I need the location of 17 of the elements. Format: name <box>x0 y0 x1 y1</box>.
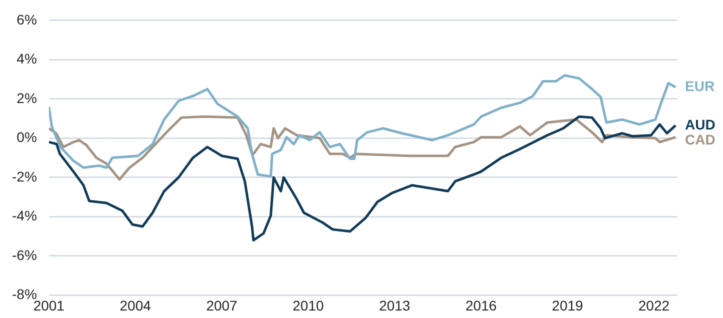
x-tick-label: 2007 <box>206 297 238 314</box>
series-label: AUD <box>685 116 716 132</box>
x-tick-label: 2022 <box>638 297 670 314</box>
series-label: CAD <box>685 131 716 148</box>
x-tick-label: 2010 <box>292 297 324 314</box>
x-tick-label: 2004 <box>120 297 152 314</box>
x-tick-label: 2019 <box>552 297 584 314</box>
y-tick-label: -2% <box>12 168 37 184</box>
y-tick-label: 2% <box>16 90 37 106</box>
y-tick-label: 4% <box>16 50 37 67</box>
y-tick-label: 0% <box>16 129 37 146</box>
y-tick-label: 6% <box>16 11 37 28</box>
y-tick-label: -4% <box>12 208 37 224</box>
x-tick-label: 2016 <box>466 297 497 314</box>
y-tick-label: -6% <box>12 246 37 263</box>
series-label: EUR <box>685 78 715 94</box>
x-tick-label: 2013 <box>379 297 410 314</box>
